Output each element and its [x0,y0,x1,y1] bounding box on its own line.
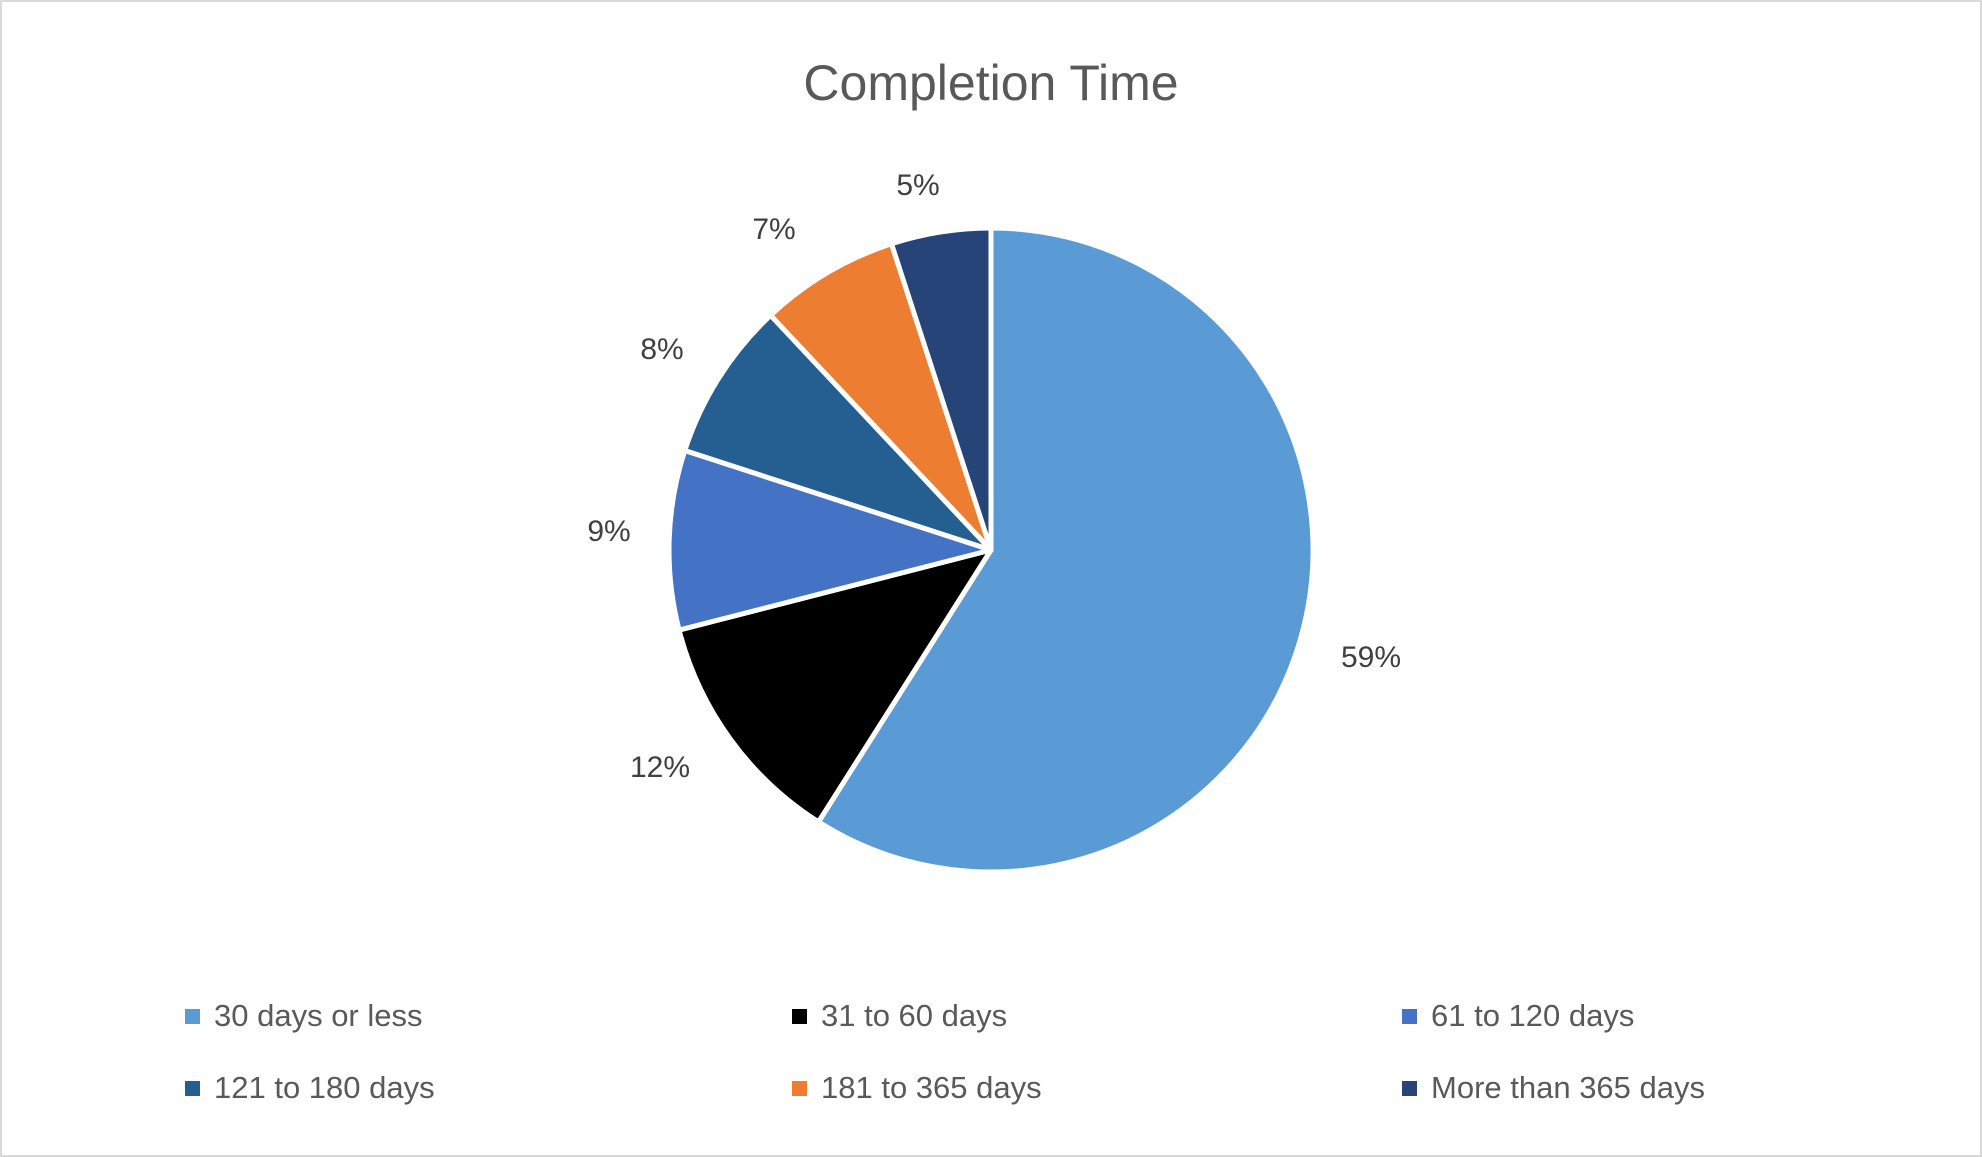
data-label-more-than-365-days: 5% [896,169,940,202]
legend-item-121-to-180-days[interactable]: 121 to 180 days [185,1068,435,1108]
slice-30-days-or-less[interactable] [816,225,1316,875]
data-label-30-days-or-less: 59% [1340,641,1402,674]
data-label-121-to-180-days: 8% [640,333,684,366]
legend-item-30-days-or-less[interactable]: 30 days or less [185,996,423,1036]
legend-swatch-icon [1402,1080,1417,1096]
legend-item-61-to-120-days[interactable]: 61 to 120 days [1402,996,1634,1036]
legend-label: More than 365 days [1431,1070,1706,1105]
slice-61-to-120-days[interactable] [666,448,994,633]
data-label-181-to-365-days: 7% [752,213,796,246]
slice-121-to-180-days[interactable] [682,312,994,553]
legend-label: 121 to 180 days [214,1070,435,1105]
slice-31-to-60-days[interactable] [676,547,994,825]
legend-label: 61 to 120 days [1431,998,1635,1033]
legend-swatch-icon [792,1080,807,1096]
legend-swatch-icon [185,1080,200,1096]
legend-swatch-icon [1402,1008,1417,1024]
legend-item-181-to-365-days[interactable]: 181 to 365 days [792,1068,1042,1108]
legend-label: 30 days or less [214,998,423,1033]
legend-item-31-to-60-days[interactable]: 31 to 60 days [792,996,1007,1036]
data-label-31-to-60-days: 12% [629,751,691,784]
legend-label: 31 to 60 days [821,998,1008,1033]
slice-181-to-365-days[interactable] [768,241,994,553]
chart-title: Completion Time [803,55,1179,111]
slice-more-than-365-days[interactable] [889,225,994,553]
data-label-61-to-120-days: 9% [587,515,631,548]
legend-swatch-icon [792,1008,807,1024]
legend-item-more-than-365-days[interactable]: More than 365 days [1402,1068,1705,1108]
legend-label: 181 to 365 days [821,1070,1042,1105]
legend-swatch-icon [185,1008,200,1024]
